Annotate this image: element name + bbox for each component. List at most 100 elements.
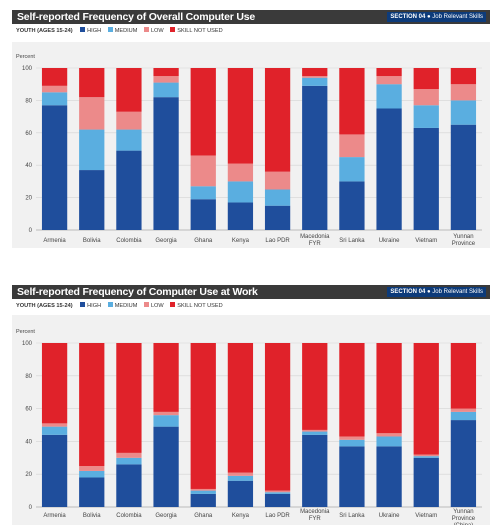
bar-low-colombia: [116, 452, 142, 458]
bar-skill-not-used-bolivia: [79, 68, 105, 98]
x-tick-label: Lao PDR: [265, 238, 290, 244]
bar-skill-not-used-vietnam: [413, 343, 439, 455]
legend-item-not-used: SKILL NOT USED: [170, 27, 223, 34]
y-tick-label: 60: [25, 407, 32, 413]
bar-skill-not-used-ghana: [190, 343, 216, 489]
legend-label: LOW: [150, 28, 164, 34]
bar-high-lao-pdr: [264, 205, 291, 230]
bar-skill-not-used-armenia: [41, 68, 68, 86]
bar-low-kenya: [227, 163, 254, 182]
y-tick-label: 100: [22, 66, 33, 72]
bar-medium-kenya: [227, 181, 254, 203]
section-tag: SECTION 04 ● Job Relevant Skills: [387, 287, 486, 297]
legend-label: MEDIUM: [114, 303, 138, 309]
bar-high-macedonia-fyr: [302, 434, 328, 507]
bar-low-yunnan-province-china: [450, 84, 477, 101]
x-tick-label: Ukraine: [379, 238, 400, 244]
legend-swatch: [170, 27, 176, 33]
bar-skill-not-used-georgia: [153, 68, 179, 77]
legend-swatch: [80, 27, 86, 33]
legend-label: LOW: [150, 303, 164, 309]
bar-medium-lao-pdr: [264, 492, 291, 494]
legend-group-label: YOUTH (AGES 15-24): [16, 303, 73, 309]
bar-skill-not-used-ghana: [190, 68, 216, 156]
bar-high-georgia: [153, 97, 179, 230]
chart-panel-overall: Self-reported Frequency of Overall Compu…: [12, 10, 490, 248]
bar-medium-georgia: [153, 82, 179, 98]
bar-low-sri-lanka: [339, 134, 365, 158]
bar-high-sri-lanka: [339, 181, 365, 230]
bar-low-bolivia: [79, 466, 105, 471]
bar-high-macedonia-fyr: [302, 85, 328, 230]
legend-label: MEDIUM: [114, 28, 138, 34]
bar-low-macedonia-fyr: [302, 76, 328, 78]
y-tick-label: 20: [25, 472, 32, 478]
x-tick-label: Vietnam: [415, 238, 437, 244]
bar-low-vietnam: [413, 454, 439, 457]
chart-header: Self-reported Frequency of Overall Compu…: [12, 10, 490, 24]
bar-high-armenia: [41, 105, 68, 230]
bar-medium-macedonia-fyr: [302, 77, 328, 86]
x-tick-label: Armenia: [43, 238, 66, 244]
bar-low-armenia: [41, 423, 68, 427]
bar-medium-lao-pdr: [264, 189, 291, 206]
bar-low-macedonia-fyr: [302, 429, 328, 432]
bar-high-ghana: [190, 199, 216, 230]
x-tick-label: Vietnam: [415, 513, 437, 519]
bar-high-bolivia: [79, 170, 105, 230]
legend-item-low: LOW: [143, 27, 164, 34]
plot-area: Percent 0 20 40 60 80 100 Armenia Bolivia Colombi…: [12, 315, 490, 525]
section-name: Job Relevant Skills: [432, 289, 483, 295]
bar-high-kenya: [227, 202, 254, 230]
y-tick-label: 80: [25, 374, 32, 380]
bar-high-ukraine: [376, 446, 402, 507]
x-tick-label: Armenia: [43, 513, 66, 519]
bar-medium-ghana: [190, 186, 216, 200]
legend-group-label: YOUTH (AGES 15-24): [16, 28, 73, 34]
bar-low-ukraine: [376, 76, 402, 85]
bar-medium-ukraine: [376, 84, 402, 109]
bar-medium-colombia: [116, 129, 142, 151]
bar-skill-not-used-yunnan-province-china: [450, 68, 477, 85]
chart-title: Self-reported Frequency of Overall Compu…: [17, 11, 255, 23]
bar-medium-kenya: [227, 475, 254, 481]
bar-skill-not-used-kenya: [227, 68, 254, 164]
bar-low-sri-lanka: [339, 436, 365, 440]
y-tick-label: 100: [22, 341, 33, 347]
bar-high-kenya: [227, 480, 254, 507]
bar-medium-colombia: [116, 457, 142, 465]
bar-skill-not-used-kenya: [227, 343, 254, 473]
bar-high-colombia: [116, 150, 142, 230]
bar-medium-vietnam: [413, 105, 439, 128]
bar-low-bolivia: [79, 97, 105, 130]
x-tick-label: Bolivia: [83, 238, 101, 244]
bar-low-yunnan-province-china: [450, 408, 477, 412]
chart-title: Self-reported Frequency of Computer Use …: [17, 286, 258, 298]
section-number: SECTION 04: [390, 289, 426, 295]
bar-high-ghana: [190, 493, 216, 507]
bar-high-yunnan-province-china: [450, 420, 477, 507]
y-tick-label: 20: [25, 196, 32, 202]
bar-medium-sri-lanka: [339, 157, 365, 182]
x-tick-label: Kenya: [232, 238, 250, 244]
bar-skill-not-used-sri-lanka: [339, 343, 365, 437]
y-tick-label: 80: [25, 98, 32, 104]
bar-skill-not-used-colombia: [116, 68, 142, 112]
legend-swatch: [80, 302, 86, 308]
x-tick-label: Bolivia: [83, 513, 101, 519]
bar-low-kenya: [227, 472, 254, 476]
bar-low-vietnam: [413, 89, 439, 106]
chart-legend: YOUTH (AGES 15-24) HIGH MEDIUM LOW SKILL…: [16, 302, 228, 313]
bar-medium-ukraine: [376, 436, 402, 447]
bar-medium-sri-lanka: [339, 439, 365, 447]
bar-skill-not-used-lao-pdr: [264, 68, 291, 172]
bar-low-ukraine: [376, 433, 402, 437]
x-tick-label: Georgia: [155, 513, 177, 519]
bar-skill-not-used-ukraine: [376, 68, 402, 77]
legend-item-medium: MEDIUM: [107, 27, 138, 34]
bar-low-lao-pdr: [264, 490, 291, 493]
bar-medium-yunnan-province-china: [450, 100, 477, 125]
section-tag: SECTION 04 ● Job Relevant Skills: [387, 12, 486, 22]
